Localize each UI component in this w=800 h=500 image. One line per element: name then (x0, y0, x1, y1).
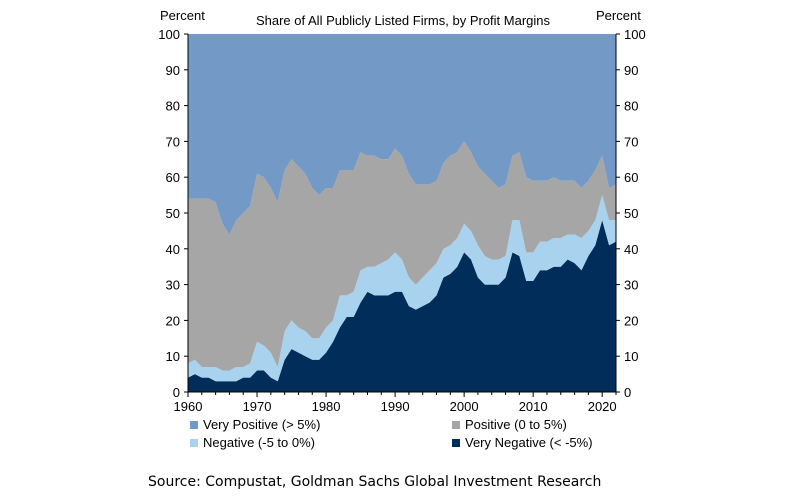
y-tick-label-left: 10 (166, 349, 180, 364)
y-tick-label-left: 30 (166, 278, 180, 293)
y-tick-label-left: 60 (166, 170, 180, 185)
y-tick-label-right: 30 (624, 278, 638, 293)
y-tick-label-right: 100 (624, 27, 646, 42)
x-tick-label: 1990 (381, 399, 410, 414)
y-tick-label-left: 40 (166, 242, 180, 257)
area-series-group (188, 34, 616, 392)
x-tick-label: 2010 (519, 399, 548, 414)
x-tick-label: 1960 (174, 399, 203, 414)
y-axis-unit-right: Percent (596, 8, 641, 23)
area-very-positive-5 (188, 34, 616, 235)
legend-swatch-positive-0-to-5 (452, 421, 460, 429)
y-tick-label-right: 40 (624, 242, 638, 257)
y-tick-label-right: 50 (624, 206, 638, 221)
y-tick-label-right: 10 (624, 349, 638, 364)
y-tick-label-left: 50 (166, 206, 180, 221)
y-tick-label-left: 0 (173, 385, 180, 400)
y-tick-label-right: 70 (624, 134, 638, 149)
y-tick-label-left: 80 (166, 99, 180, 114)
legend-label-positive-0-to-5: Positive (0 to 5%) (465, 417, 567, 432)
chart-title: Share of All Publicly Listed Firms, by P… (256, 13, 551, 28)
area-negative-5-to-0 (188, 195, 616, 382)
legend-swatch-very-positive-5 (190, 421, 198, 429)
y-tick-label-right: 20 (624, 313, 638, 328)
area-very-negative-5 (188, 220, 616, 392)
legend-swatch-very-negative-5 (452, 439, 460, 447)
legend: Very Positive (> 5%) Positive (0 to 5%) Ne… (190, 417, 593, 450)
legend-label-very-negative-5: Very Negative (< -5%) (465, 435, 593, 450)
y-tick-label-right: 0 (624, 385, 631, 400)
legend-swatch-negative-5-to-0 (190, 439, 198, 447)
source-note: Source: Compustat, Goldman Sachs Global … (148, 474, 602, 490)
y-axis-unit-left: Percent (160, 8, 205, 23)
x-tick-label: 1980 (312, 399, 341, 414)
legend-label-very-positive-5: Very Positive (> 5%) (203, 417, 320, 432)
x-tick-label: 1970 (243, 399, 272, 414)
y-tick-label-right: 90 (624, 63, 638, 78)
y-tick-label-left: 100 (158, 27, 180, 42)
y-tick-label-left: 20 (166, 313, 180, 328)
y-tick-label-left: 70 (166, 134, 180, 149)
x-tick-label: 2000 (450, 399, 479, 414)
area-positive-0-to-5 (188, 141, 616, 371)
y-tick-label-left: 90 (166, 63, 180, 78)
y-tick-label-right: 80 (624, 99, 638, 114)
y-tick-label-right: 60 (624, 170, 638, 185)
legend-label-negative-5-to-0: Negative (-5 to 0%) (203, 435, 315, 450)
x-tick-label: 2020 (588, 399, 617, 414)
